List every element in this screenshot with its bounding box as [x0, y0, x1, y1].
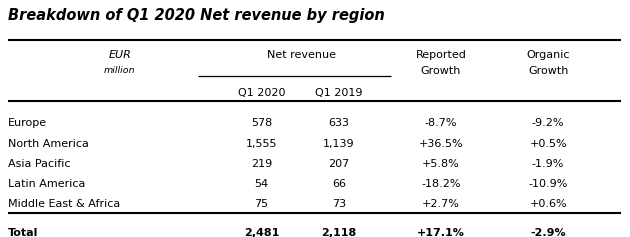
Text: Asia Pacific: Asia Pacific — [8, 159, 70, 169]
Text: Q1 2019: Q1 2019 — [315, 88, 363, 98]
Text: -1.9%: -1.9% — [532, 159, 564, 169]
Text: +36.5%: +36.5% — [419, 139, 463, 149]
Text: +0.6%: +0.6% — [529, 199, 567, 209]
Text: 633: 633 — [328, 118, 350, 128]
Text: Total: Total — [8, 228, 38, 237]
Text: 219: 219 — [251, 159, 272, 169]
Text: Growth: Growth — [528, 66, 568, 76]
Text: 2,118: 2,118 — [321, 228, 357, 237]
Text: 66: 66 — [332, 179, 346, 189]
Text: Breakdown of Q1 2020 Net revenue by region: Breakdown of Q1 2020 Net revenue by regi… — [8, 8, 384, 23]
Text: 75: 75 — [255, 199, 268, 209]
Text: Reported: Reported — [416, 50, 466, 60]
Text: 54: 54 — [255, 179, 268, 189]
Text: Net revenue: Net revenue — [266, 50, 336, 60]
Text: -2.9%: -2.9% — [530, 228, 566, 237]
Text: 2,481: 2,481 — [244, 228, 279, 237]
Text: Growth: Growth — [421, 66, 461, 76]
Text: Q1 2020: Q1 2020 — [238, 88, 285, 98]
Text: 578: 578 — [251, 118, 272, 128]
Text: EUR: EUR — [108, 50, 131, 60]
Text: -10.9%: -10.9% — [529, 179, 568, 189]
Text: 73: 73 — [332, 199, 346, 209]
Text: Organic: Organic — [526, 50, 570, 60]
Text: Europe: Europe — [8, 118, 47, 128]
Text: 1,555: 1,555 — [246, 139, 277, 149]
Text: -9.2%: -9.2% — [532, 118, 564, 128]
Text: -8.7%: -8.7% — [425, 118, 457, 128]
Text: 1,139: 1,139 — [323, 139, 355, 149]
Text: million: million — [104, 66, 135, 75]
Text: +2.7%: +2.7% — [422, 199, 460, 209]
Text: +17.1%: +17.1% — [417, 228, 465, 237]
Text: +0.5%: +0.5% — [529, 139, 567, 149]
Text: North America: North America — [8, 139, 88, 149]
Text: -18.2%: -18.2% — [421, 179, 461, 189]
Text: 207: 207 — [328, 159, 350, 169]
Text: +5.8%: +5.8% — [422, 159, 460, 169]
Text: Middle East & Africa: Middle East & Africa — [8, 199, 120, 209]
Text: Latin America: Latin America — [8, 179, 85, 189]
